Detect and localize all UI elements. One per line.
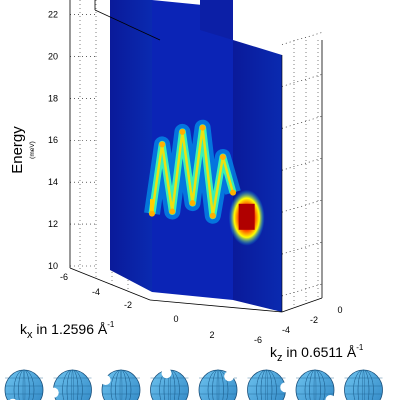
mode-shape-sphere — [295, 369, 336, 400]
energy-axis-title: Energy — [9, 126, 26, 174]
dispersion-point — [189, 200, 196, 207]
energy-tick-labels: 10 12 14 16 18 20 22 — [48, 9, 58, 271]
edge-feature — [150, 199, 154, 212]
kz-slab-top — [200, 0, 233, 40]
mode-shape-sphere — [344, 369, 383, 400]
kz-tick-label: 0 — [337, 305, 342, 315]
mode-shape-sphere — [247, 369, 291, 400]
kz-tick-label: -4 — [282, 325, 290, 335]
energy-tick-label: 10 — [48, 261, 58, 271]
kz-tick-label: -6 — [254, 335, 262, 345]
gridline-energy-right — [281, 116, 323, 129]
dispersion-point — [219, 154, 226, 161]
mode-shape-sphere — [4, 369, 44, 400]
kz-slab-right — [233, 40, 282, 312]
kx-tick-label: -6 — [60, 272, 68, 282]
dispersion-point — [199, 124, 206, 131]
hotspot-core — [238, 203, 255, 230]
dispersion-point — [159, 141, 166, 148]
energy-tick-label: 12 — [48, 219, 58, 229]
gridline-energy-right — [281, 74, 323, 87]
dispersion-point — [149, 210, 155, 217]
gridline-energy-right — [281, 157, 323, 171]
energy-tick-label: 22 — [48, 9, 58, 19]
kx-slab-left — [110, 0, 152, 292]
kx-axis-title: kx in 1.2596 Å-1 — [20, 320, 115, 341]
energy-tick-label: 18 — [48, 93, 58, 103]
gridline-energy-right — [281, 32, 323, 45]
kz-axis-title: kz in 0.6511 Å-1 — [270, 343, 364, 364]
gridline-energy-right — [281, 241, 323, 255]
kz-tick-labels: -6 -4 -2 0 — [254, 305, 343, 345]
kx-tick-labels: -6 -4 -2 0 2 — [60, 272, 215, 340]
dispersion-point — [209, 212, 216, 219]
mode-shapes-row — [4, 368, 383, 400]
kx-tick-label: 0 — [173, 314, 178, 324]
gridline-energy-right — [281, 283, 323, 297]
dispersion-point — [230, 189, 236, 196]
kz-tick-label: -2 — [310, 315, 318, 325]
dispersion-point — [169, 208, 176, 215]
mode-shape-sphere — [198, 369, 238, 400]
kx-tick-label: 2 — [209, 330, 214, 340]
mode-shape-sphere — [150, 368, 189, 400]
energy-tick-label: 20 — [48, 51, 58, 61]
mode-shape-sphere — [48, 369, 92, 400]
kx-tick-label: -4 — [92, 287, 100, 297]
box-edges — [69, 0, 323, 313]
gridline-energy-right — [281, 199, 323, 213]
intensity-features — [144, 119, 265, 246]
energy-axis-unit: (meV) — [29, 141, 36, 159]
mode-shape-sphere — [100, 369, 141, 400]
kx-tick-label: -2 — [124, 300, 132, 310]
energy-tick-label: 14 — [48, 177, 58, 187]
dispersion-point — [179, 128, 186, 135]
energy-tick-label: 16 — [48, 135, 58, 145]
